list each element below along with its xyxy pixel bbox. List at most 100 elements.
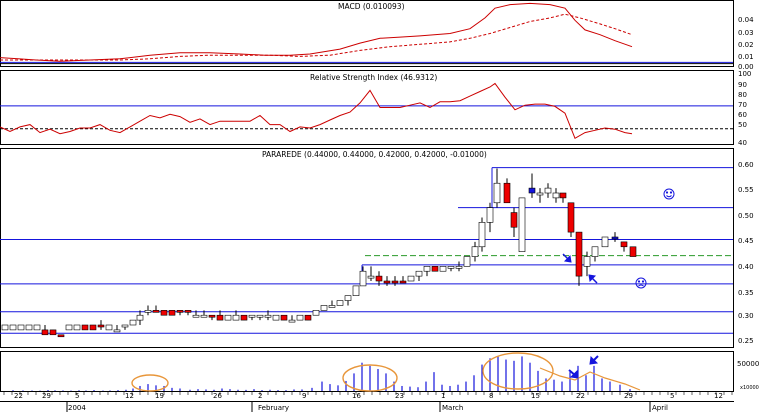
x-tick-label: 12 xyxy=(125,392,134,400)
candle xyxy=(471,246,479,257)
price-panel xyxy=(0,148,734,348)
candle xyxy=(288,319,296,323)
macd-ytick: 0.00 xyxy=(738,63,754,71)
highlight-ellipse xyxy=(482,352,554,390)
candle xyxy=(240,314,248,321)
candle xyxy=(407,275,415,282)
price-ytick: 0.60 xyxy=(738,161,754,169)
candle xyxy=(9,324,17,331)
candle xyxy=(583,256,591,267)
candle xyxy=(575,231,583,277)
candle xyxy=(216,314,224,321)
candle xyxy=(25,324,33,331)
price-ytick: 0.35 xyxy=(738,289,754,297)
candle xyxy=(264,314,272,318)
candle xyxy=(152,310,160,313)
candle xyxy=(423,266,431,272)
candle xyxy=(518,197,526,252)
macd-ytick: 0.04 xyxy=(738,16,754,24)
candle xyxy=(1,324,9,331)
candle xyxy=(256,314,264,318)
arrow-icon xyxy=(588,274,598,284)
candle xyxy=(447,266,455,269)
month-label: April xyxy=(652,404,668,412)
candle xyxy=(160,310,168,316)
rsi-ytick: 60 xyxy=(738,111,747,119)
x-tick-label: 1 xyxy=(441,392,445,400)
rsi-title: Relative Strength Index (46.9312) xyxy=(310,73,437,82)
x-tick-label: 19 xyxy=(155,392,164,400)
candle xyxy=(431,266,439,272)
candle xyxy=(129,319,137,326)
candle xyxy=(33,324,41,331)
rsi-line xyxy=(0,82,633,140)
candle xyxy=(113,329,121,333)
macd-line xyxy=(0,2,633,62)
candle xyxy=(49,329,57,336)
macd-ytick: 0.01 xyxy=(738,53,754,61)
candle xyxy=(552,192,560,199)
candle xyxy=(486,207,494,223)
x-tick-label: 8 xyxy=(489,392,493,400)
macd-panel xyxy=(0,0,734,67)
candle xyxy=(136,314,144,321)
candle xyxy=(248,314,256,318)
macd-signal-line xyxy=(0,13,633,61)
candle xyxy=(200,314,208,318)
price-title: PARAREDE (0.44000, 0.44000, 0.42000, 0.4… xyxy=(262,150,487,159)
candle xyxy=(478,222,486,248)
price-ytick: 0.30 xyxy=(738,312,754,320)
candle xyxy=(208,314,216,318)
candle xyxy=(81,324,89,331)
month-label: March xyxy=(442,404,463,412)
macd-ytick: 0.03 xyxy=(738,29,754,37)
rsi-ytick: 100 xyxy=(738,70,751,78)
candle xyxy=(399,280,407,284)
candle xyxy=(17,324,25,331)
candle xyxy=(57,334,65,338)
month-label: February xyxy=(258,404,289,412)
candle xyxy=(312,310,320,316)
rsi-ytick: 80 xyxy=(738,91,747,99)
candle xyxy=(344,295,352,301)
candle xyxy=(320,305,328,311)
candle xyxy=(415,270,423,277)
x-tick-label: 2 xyxy=(258,392,262,400)
candle xyxy=(359,270,367,287)
rsi-panel xyxy=(0,70,734,145)
candle xyxy=(192,314,200,318)
arrow-icon xyxy=(568,369,579,379)
candle xyxy=(176,310,184,313)
x-tick-label: 5 xyxy=(75,392,79,400)
candle xyxy=(224,314,232,321)
x-tick-label: 26 xyxy=(213,392,222,400)
candle xyxy=(336,300,344,306)
highlight-ellipse xyxy=(131,374,169,392)
candle xyxy=(544,187,552,194)
price-ytick: 0.40 xyxy=(738,263,754,271)
candle xyxy=(503,182,511,204)
x-tick-label: 15 xyxy=(531,392,540,400)
candle xyxy=(455,266,463,269)
candle xyxy=(144,310,152,313)
candle xyxy=(601,236,609,248)
corner-tag: x10000 xyxy=(740,385,759,391)
candle xyxy=(528,187,536,194)
candle xyxy=(463,256,471,267)
candle xyxy=(352,285,360,296)
x-tick-label: 22 xyxy=(14,392,23,400)
highlight-ellipse xyxy=(342,364,398,392)
candle xyxy=(232,314,240,321)
candle xyxy=(391,280,399,284)
price-ytick: 0.45 xyxy=(738,237,754,245)
candle xyxy=(272,314,280,321)
candle xyxy=(375,275,383,282)
candle xyxy=(105,324,113,331)
arrow-icon xyxy=(589,355,599,365)
x-tick-label: 22 xyxy=(576,392,585,400)
candle xyxy=(41,329,49,336)
candle xyxy=(567,202,575,233)
frown-icon xyxy=(635,277,647,289)
candle xyxy=(493,182,501,204)
candle xyxy=(97,324,105,328)
